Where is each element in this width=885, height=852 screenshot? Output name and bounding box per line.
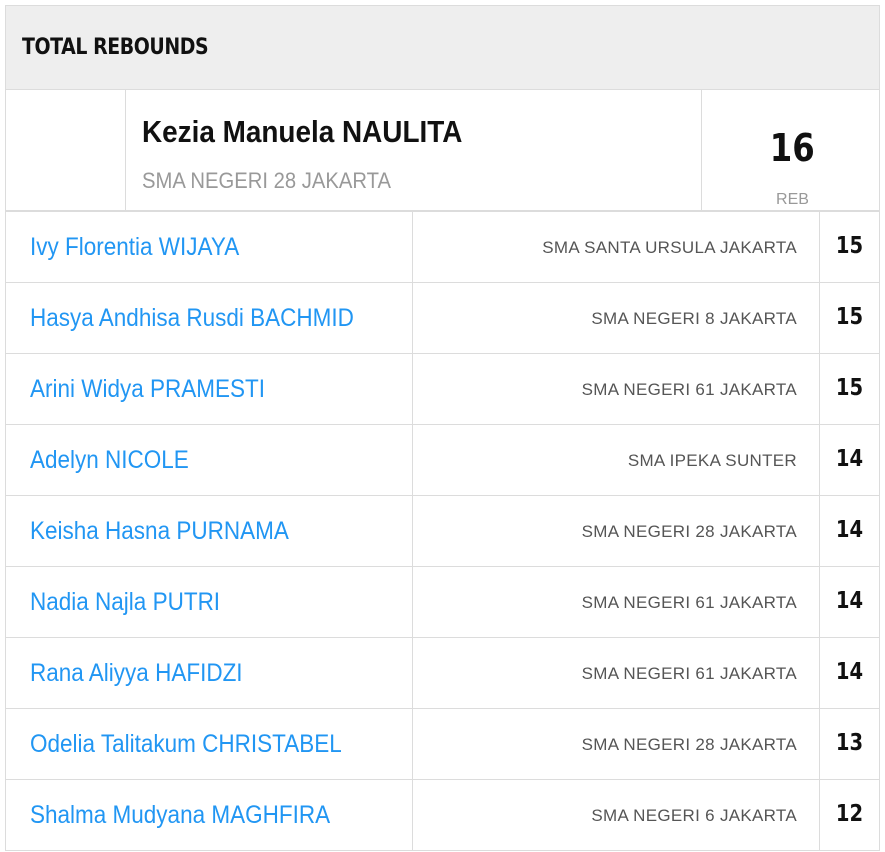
leaderboard-row: Shalma Mudyana MAGHFIRA SMA NEGERI 6 JAK… (6, 780, 879, 851)
leaderboard-title: TOTAL REBOUNDS (22, 35, 209, 60)
rebound-value: 14 (835, 517, 864, 543)
rebound-value: 14 (835, 588, 864, 614)
team-name: SMA NEGERI 6 JAKARTA (591, 806, 797, 825)
team-cell: SMA NEGERI 8 JAKARTA (412, 283, 820, 353)
rebound-value: 14 (835, 446, 864, 472)
player-name-link[interactable]: Adelyn NICOLE (30, 446, 189, 474)
player-name-link[interactable]: Keisha Hasna PURNAMA (30, 517, 289, 545)
leaderboard-row: Odelia Talitakum CHRISTABEL SMA NEGERI 2… (6, 709, 879, 780)
team-name: SMA IPEKA SUNTER (627, 451, 797, 470)
player-name-link[interactable]: Nadia Najla PUTRI (30, 588, 221, 616)
team-name: SMA NEGERI 28 JAKARTA (581, 735, 797, 754)
player-name-link[interactable]: Hasya Andhisa Rusdi BACHMID (30, 304, 354, 332)
leaderboard-row: Adelyn NICOLE SMA IPEKA SUNTER 14 (6, 425, 879, 496)
rebound-value: 13 (835, 730, 864, 756)
team-name: SMA NEGERI 61 JAKARTA (581, 380, 797, 399)
team-cell: SMA NEGERI 28 JAKARTA (412, 496, 820, 566)
leader-value: 16 (769, 126, 815, 170)
leaderboard-row: Rana Aliyya HAFIDZI SMA NEGERI 61 JAKART… (6, 638, 879, 709)
player-name-link[interactable]: Ivy Florentia WIJAYA (30, 233, 240, 261)
rebound-value: 12 (835, 801, 864, 827)
rebound-value: 14 (835, 659, 864, 685)
leaderboard-row: Hasya Andhisa Rusdi BACHMID SMA NEGERI 8… (6, 283, 879, 354)
leaderboard-row: Nadia Najla PUTRI SMA NEGERI 61 JAKARTA … (6, 567, 879, 638)
leaderboard-row: Keisha Hasna PURNAMA SMA NEGERI 28 JAKAR… (6, 496, 879, 567)
leader-unit: REB (776, 191, 809, 208)
team-cell: SMA NEGERI 6 JAKARTA (412, 780, 820, 850)
leader-name[interactable]: Kezia Manuela NAULITA (142, 114, 463, 149)
team-cell: SMA NEGERI 61 JAKARTA (412, 638, 820, 708)
team-cell: SMA NEGERI 61 JAKARTA (412, 567, 820, 637)
leaderboard-row: Arini Widya PRAMESTI SMA NEGERI 61 JAKAR… (6, 354, 879, 425)
team-name: SMA NEGERI 61 JAKARTA (581, 593, 797, 612)
team-cell: SMA SANTA URSULA JAKARTA (412, 212, 820, 282)
team-cell: SMA IPEKA SUNTER (412, 425, 820, 495)
team-name: SMA SANTA URSULA JAKARTA (542, 238, 797, 257)
team-name: SMA NEGERI 28 JAKARTA (581, 522, 797, 541)
player-name-link[interactable]: Rana Aliyya HAFIDZI (30, 659, 243, 687)
leader-team: SMA NEGERI 28 JAKARTA (142, 168, 391, 193)
leaderboard-list: Ivy Florentia WIJAYA SMA SANTA URSULA JA… (6, 212, 879, 851)
leader-row: Kezia Manuela NAULITA SMA NEGERI 28 JAKA… (6, 90, 879, 212)
player-name-link[interactable]: Odelia Talitakum CHRISTABEL (30, 730, 342, 758)
leader-photo (6, 90, 126, 210)
rebound-value: 15 (835, 233, 864, 259)
leaderboard-header: TOTAL REBOUNDS (6, 6, 879, 90)
leaderboard-row: Ivy Florentia WIJAYA SMA SANTA URSULA JA… (6, 212, 879, 283)
team-cell: SMA NEGERI 61 JAKARTA (412, 354, 820, 424)
team-name: SMA NEGERI 8 JAKARTA (591, 309, 797, 328)
team-name: SMA NEGERI 61 JAKARTA (581, 664, 797, 683)
player-name-link[interactable]: Arini Widya PRAMESTI (30, 375, 266, 403)
leaderboard-card: TOTAL REBOUNDS Kezia Manuela NAULITA SMA… (5, 5, 880, 851)
leader-stat: 16 REB (701, 90, 879, 210)
rebound-value: 15 (835, 304, 864, 330)
rebound-value: 15 (835, 375, 864, 401)
player-name-link[interactable]: Shalma Mudyana MAGHFIRA (30, 801, 331, 829)
team-cell: SMA NEGERI 28 JAKARTA (412, 709, 820, 779)
